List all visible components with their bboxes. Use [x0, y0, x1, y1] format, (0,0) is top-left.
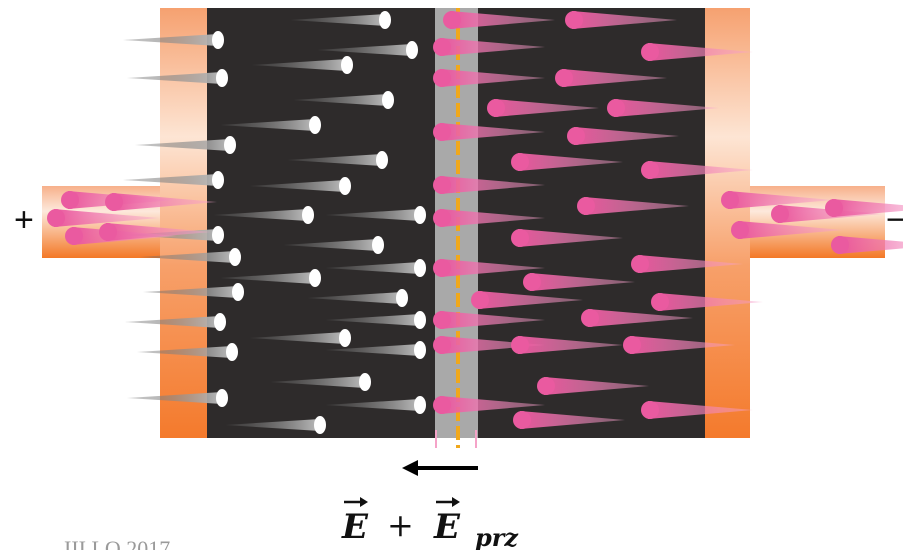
cation — [641, 161, 659, 179]
diagram: + − E + E prz III LO 2017 — [0, 0, 903, 550]
anion — [214, 313, 226, 331]
cation — [433, 311, 451, 329]
cation — [641, 43, 659, 61]
formula: E + E prz — [341, 497, 519, 550]
cation — [47, 209, 65, 227]
anion — [372, 236, 384, 254]
vector-arrow-head — [360, 497, 368, 507]
vector-arrow-head — [452, 497, 460, 507]
cation — [565, 11, 583, 29]
cation — [641, 401, 659, 419]
anion — [309, 269, 321, 287]
anion — [229, 248, 241, 266]
footer: III LO 2017 — [64, 536, 170, 550]
anion — [359, 373, 371, 391]
field-arrow-head — [402, 460, 418, 476]
anion — [226, 343, 238, 361]
anion — [216, 389, 228, 407]
anion — [414, 396, 426, 414]
anion — [396, 289, 408, 307]
cation — [443, 11, 461, 29]
cation — [433, 69, 451, 87]
cation — [771, 205, 789, 223]
cation — [99, 223, 117, 241]
cation — [433, 209, 451, 227]
cation — [433, 336, 451, 354]
cation — [537, 377, 555, 395]
cation — [511, 229, 529, 247]
anion — [414, 341, 426, 359]
anion — [224, 136, 236, 154]
cation — [471, 291, 489, 309]
left-electrode — [160, 8, 208, 438]
cation — [433, 259, 451, 277]
page: + − E + E prz III LO 2017 (() => { const… — [0, 0, 903, 550]
cation — [523, 273, 541, 291]
cation — [61, 191, 79, 209]
anion — [309, 116, 321, 134]
cation — [511, 153, 529, 171]
cation — [581, 309, 599, 327]
cation — [555, 69, 573, 87]
cation — [433, 123, 451, 141]
anion — [314, 416, 326, 434]
cation — [487, 99, 505, 117]
cation — [567, 127, 585, 145]
cation — [577, 197, 595, 215]
anion — [212, 31, 224, 49]
cation — [631, 255, 649, 273]
cation — [623, 336, 641, 354]
anion — [212, 171, 224, 189]
cation — [731, 221, 749, 239]
anion — [414, 311, 426, 329]
cation — [433, 38, 451, 56]
cation — [65, 227, 83, 245]
vector-e: E — [433, 507, 461, 547]
anion — [339, 177, 351, 195]
anion — [341, 56, 353, 74]
cation — [721, 191, 739, 209]
cation — [105, 193, 123, 211]
cation — [513, 411, 531, 429]
anion — [382, 91, 394, 109]
subscript: prz — [475, 523, 519, 550]
anion — [232, 283, 244, 301]
anion — [216, 69, 228, 87]
anion — [414, 259, 426, 277]
anion — [376, 151, 388, 169]
cation — [607, 99, 625, 117]
minus-label: − — [886, 201, 903, 239]
plus-label: + — [14, 201, 34, 239]
anion — [406, 41, 418, 59]
vector-e: E — [341, 507, 369, 547]
cation — [433, 396, 451, 414]
operator: + — [387, 506, 414, 544]
anion — [379, 11, 391, 29]
cation — [511, 336, 529, 354]
anion — [414, 206, 426, 224]
cation — [831, 236, 849, 254]
cation — [651, 293, 669, 311]
cation — [433, 176, 451, 194]
anion — [302, 206, 314, 224]
anion — [339, 329, 351, 347]
cation — [825, 199, 843, 217]
anion — [212, 226, 224, 244]
